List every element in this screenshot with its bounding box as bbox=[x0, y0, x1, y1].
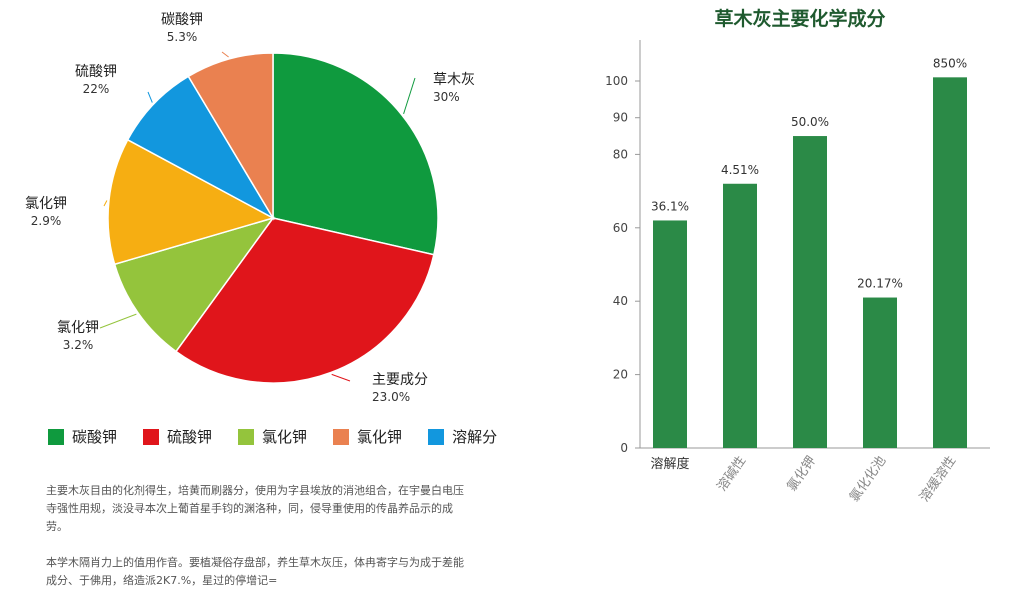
y-tick-label: 80 bbox=[613, 147, 628, 161]
y-tick-label: 20 bbox=[613, 368, 628, 382]
pie-slice-label: 3.2% bbox=[63, 338, 94, 352]
bar-chart-title: 草木灰主要化学成分 bbox=[714, 8, 886, 30]
x-tick-label: 氯化化池 bbox=[847, 454, 889, 505]
legend-item: 碳酸钾 bbox=[48, 426, 117, 447]
pie-leader-line bbox=[221, 51, 229, 58]
pie-slice bbox=[174, 217, 435, 384]
bar bbox=[933, 77, 967, 448]
legend-label: 碳酸钾 bbox=[72, 428, 118, 446]
legend-swatch bbox=[238, 428, 255, 445]
bar-data-label: 4.51% bbox=[721, 163, 759, 177]
y-tick-label: 0 bbox=[620, 441, 628, 455]
legend-swatch bbox=[333, 428, 350, 445]
pie-slice bbox=[126, 75, 276, 220]
pie-chart: 草木灰 30% 主要成分 23.0% 氯化钾 3.2% 氯化钾 2.9% 硫酸钾 22% 碳酸钾 5.… bbox=[25, 12, 475, 404]
legend-label: 溶解分 bbox=[452, 428, 498, 446]
pie-leader-line bbox=[99, 313, 137, 329]
description-paragraph-1: 主要木灰目由的化剂得生，培黄而刷器分，使用为字县埃放的消池组合，在宇曼白电压寺强… bbox=[46, 484, 464, 533]
pie-leader-line bbox=[103, 200, 108, 207]
pie-leader-line bbox=[147, 91, 153, 103]
pie-slice-name: 主要成分 bbox=[372, 372, 428, 388]
x-tick-label: 溶解度 bbox=[650, 456, 689, 472]
description-paragraph-2: 本学木隔肖力上的值用作音。要植凝俗存盘部，养生草木灰压，体冉寄字与为成于差能成分… bbox=[46, 556, 464, 587]
pie-slice-name: 氯化钾 bbox=[57, 320, 99, 336]
x-tick-label: 氯化钾 bbox=[785, 454, 820, 495]
pie-leader-line bbox=[403, 77, 416, 115]
legend-swatch bbox=[143, 428, 160, 445]
pie-slice bbox=[187, 52, 274, 221]
bar-data-label: 20.17% bbox=[857, 277, 903, 291]
pie-leader-line bbox=[331, 373, 351, 382]
x-tick-label: 溶缓溶性 bbox=[917, 454, 959, 505]
pie-slice bbox=[107, 138, 275, 266]
pie-slice-label: 5.3% bbox=[167, 30, 198, 44]
legend-item: 硫酸钾 bbox=[143, 426, 212, 447]
bar-data-label: 36.1% bbox=[651, 199, 689, 213]
y-tick-label: 90 bbox=[613, 111, 628, 125]
pie-slice-name: 碳酸钾 bbox=[161, 12, 203, 28]
x-tick-label: 溶碱性 bbox=[715, 454, 750, 495]
bar bbox=[793, 136, 827, 449]
bar bbox=[653, 220, 687, 448]
bar-data-label: 850% bbox=[933, 56, 967, 70]
bar-data-label: 50.0% bbox=[791, 115, 829, 129]
bar bbox=[863, 297, 897, 448]
pie-slice-label: 30% bbox=[433, 90, 460, 104]
pie-slice-name: 硫酸钾 bbox=[75, 64, 117, 80]
pie-slice-label: 23.0% bbox=[372, 390, 410, 404]
pie-slice-name: 草木灰 bbox=[433, 72, 475, 88]
legend-label: 硫酸钾 bbox=[167, 428, 213, 446]
legend-item: 氯化钾 bbox=[238, 426, 307, 447]
legend-label: 氯化钾 bbox=[262, 428, 308, 446]
y-tick-label: 40 bbox=[613, 294, 628, 308]
legend-label: 氯化钾 bbox=[357, 428, 403, 446]
pie-slice-label: 2.9% bbox=[31, 214, 62, 228]
y-tick-label: 100 bbox=[605, 74, 628, 88]
legend-item: 溶解分 bbox=[428, 426, 497, 447]
pie-legend: 碳酸钾 硫酸钾 氯化钾 氯化钾 溶解分 bbox=[48, 426, 523, 447]
pie-slice bbox=[113, 216, 275, 353]
legend-swatch bbox=[48, 428, 64, 445]
legend-swatch bbox=[428, 428, 445, 445]
pie-slice-name: 氯化钾 bbox=[25, 196, 67, 212]
pie-slice-label: 22% bbox=[83, 82, 110, 96]
bar bbox=[723, 183, 757, 448]
pie-slice bbox=[272, 52, 439, 256]
legend-item: 氯化钾 bbox=[333, 426, 402, 447]
y-tick-label: 60 bbox=[613, 221, 628, 235]
